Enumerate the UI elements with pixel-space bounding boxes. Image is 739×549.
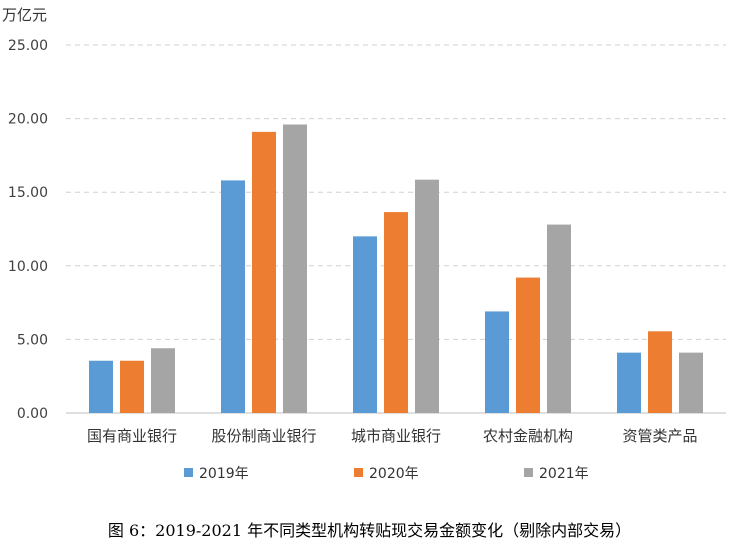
- bar: [221, 180, 245, 413]
- bar: [547, 224, 571, 413]
- legend-swatch: [524, 468, 533, 477]
- legend-swatch: [184, 468, 193, 477]
- bar: [485, 311, 509, 413]
- x-category-label: 资管类产品: [622, 427, 697, 445]
- x-category-label: 农村金融机构: [483, 427, 573, 445]
- bar: [516, 277, 540, 413]
- y-axis-unit-label: 万亿元: [2, 6, 47, 24]
- bar: [679, 352, 703, 413]
- bar: [283, 124, 307, 413]
- bar: [89, 360, 113, 413]
- y-tick-label: 25.00: [8, 38, 48, 54]
- bar: [353, 236, 377, 413]
- y-tick-label: 20.00: [8, 112, 48, 128]
- x-category-label: 城市商业银行: [351, 427, 441, 445]
- bar: [151, 348, 175, 413]
- gridlines: [66, 44, 726, 414]
- legend: 2019年 2020年 2021年: [184, 466, 589, 482]
- y-axis-ticks: 0.00 5.00 10.00 15.00 20.00 25.00: [8, 38, 48, 422]
- y-tick-label: 15.00: [8, 185, 48, 201]
- figure-caption: 图 6：2019-2021 年不同类型机构转贴现交易金额变化（剔除内部交易）: [107, 521, 632, 540]
- legend-label: 2021年: [539, 466, 589, 482]
- bars: [89, 124, 703, 413]
- y-tick-label: 0.00: [17, 406, 48, 422]
- bar: [648, 331, 672, 413]
- y-tick-label: 10.00: [8, 259, 48, 275]
- bar: [384, 212, 408, 413]
- legend-swatch: [354, 468, 363, 477]
- bar-chart: 万亿元 0.00 5.00 10.00 15.00 20.00 25.00 国有商业银行 股…: [2, 6, 726, 482]
- y-tick-label: 5.00: [17, 332, 48, 348]
- x-axis-categories: 国有商业银行 股份制商业银行 城市商业银行 农村金融机构 资管类产品: [87, 427, 698, 445]
- bar: [252, 131, 276, 413]
- x-category-label: 股份制商业银行: [211, 427, 316, 445]
- legend-label: 2020年: [369, 466, 419, 482]
- bar: [120, 360, 144, 413]
- bar: [415, 179, 439, 413]
- bar: [617, 352, 641, 413]
- x-category-label: 国有商业银行: [87, 427, 177, 445]
- legend-label: 2019年: [199, 466, 249, 482]
